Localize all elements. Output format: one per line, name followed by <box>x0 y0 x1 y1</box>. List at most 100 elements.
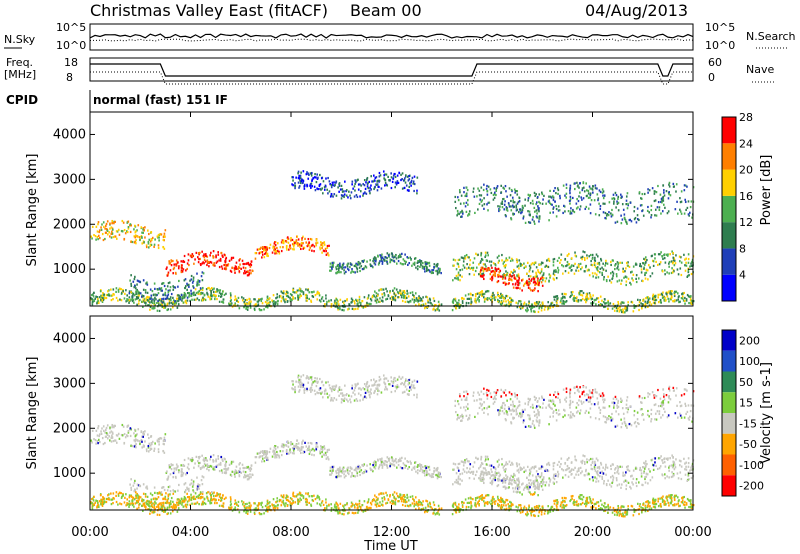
power-cell <box>194 258 196 261</box>
power-cell <box>272 246 274 249</box>
velocity-cell <box>163 439 166 442</box>
power-cell <box>451 309 454 312</box>
power-cell <box>530 308 532 311</box>
velocity-cell <box>339 466 341 469</box>
power-cell <box>611 307 614 310</box>
velocity-cell <box>206 463 209 466</box>
power-cell <box>362 194 364 197</box>
velocity-cell <box>329 399 332 402</box>
power-cell <box>158 298 161 302</box>
power-cell <box>569 212 572 215</box>
velocity-cell <box>405 464 407 468</box>
power-cell <box>183 260 186 263</box>
power-cell <box>335 194 338 197</box>
power-cell <box>632 265 635 268</box>
power-cell <box>659 253 661 256</box>
velocity-cell <box>341 469 344 472</box>
power-cell <box>548 273 551 276</box>
power-cell <box>306 171 308 174</box>
power-cell <box>617 307 620 310</box>
power-cell <box>130 284 133 288</box>
power-cell <box>425 265 428 269</box>
velocity-cell <box>370 388 372 391</box>
power-cell <box>198 251 201 255</box>
power-cell <box>324 185 327 188</box>
power-cell <box>556 187 559 190</box>
power-cell <box>521 209 524 212</box>
power-cell <box>500 184 503 187</box>
power-cell <box>669 292 671 295</box>
power-cell <box>600 259 603 262</box>
power-cell <box>672 300 675 303</box>
velocity-cell <box>181 470 183 474</box>
power-cell <box>508 256 511 259</box>
power-cell <box>522 278 524 281</box>
power-cell <box>214 290 217 294</box>
power-cell <box>438 309 441 312</box>
power-cell <box>657 200 660 204</box>
power-cell <box>508 300 511 304</box>
power-cell <box>573 297 576 300</box>
power-cell <box>247 306 249 309</box>
power-cell <box>103 293 106 296</box>
power-cell <box>668 272 670 275</box>
velocity-cell <box>95 429 98 432</box>
power-cell <box>163 247 166 250</box>
power-cell <box>287 295 290 299</box>
power-cell <box>382 300 384 303</box>
velocity-cell <box>318 387 321 391</box>
power-cell <box>334 305 337 308</box>
power-cell <box>562 302 564 305</box>
velocity-cell <box>108 493 110 496</box>
power-cell <box>416 268 419 271</box>
power-cell <box>495 193 497 197</box>
power-cell <box>692 300 695 303</box>
velocity-cell <box>307 441 310 445</box>
power-cell <box>486 269 489 272</box>
power-cell <box>318 183 321 187</box>
power-cell <box>136 283 138 286</box>
power-cell <box>680 261 683 264</box>
power-cell <box>540 263 542 266</box>
velocity-cell <box>123 442 125 445</box>
power-cell <box>460 215 462 219</box>
velocity-cell <box>365 396 368 399</box>
velocity-cell <box>199 461 201 465</box>
power-cell <box>552 207 555 210</box>
power-cell <box>484 255 487 258</box>
power-cell <box>659 298 662 302</box>
power-cell <box>480 194 483 197</box>
power-cell <box>629 218 632 221</box>
power-cell <box>271 251 274 254</box>
velocity-cell <box>124 496 126 499</box>
power-cell <box>141 236 143 239</box>
power-cell <box>510 300 513 303</box>
power-cell <box>586 254 588 257</box>
power-cell <box>535 201 538 204</box>
power-cell <box>370 188 372 191</box>
power-cell <box>353 264 356 268</box>
power-cell <box>617 265 619 268</box>
velocity-cell <box>347 472 350 476</box>
power-cell <box>542 302 544 306</box>
power-cell <box>521 263 523 267</box>
power-cell <box>500 301 502 304</box>
power-cell <box>576 197 578 201</box>
velocity-cell <box>266 452 268 455</box>
power-cell <box>311 179 313 183</box>
power-cell <box>465 186 468 189</box>
power-cell <box>147 240 150 244</box>
power-cell <box>665 253 668 256</box>
power-cell <box>195 251 198 254</box>
power-cell <box>266 296 269 299</box>
power-cell <box>285 246 288 249</box>
velocity-cell <box>349 466 352 469</box>
power-cell <box>537 283 540 286</box>
power-cell <box>369 186 371 189</box>
velocity-cell <box>297 380 300 384</box>
power-cell <box>481 258 484 262</box>
power-cell <box>170 259 173 262</box>
power-cell <box>406 189 409 192</box>
velocity-cell <box>294 386 296 389</box>
power-cell <box>266 299 268 302</box>
